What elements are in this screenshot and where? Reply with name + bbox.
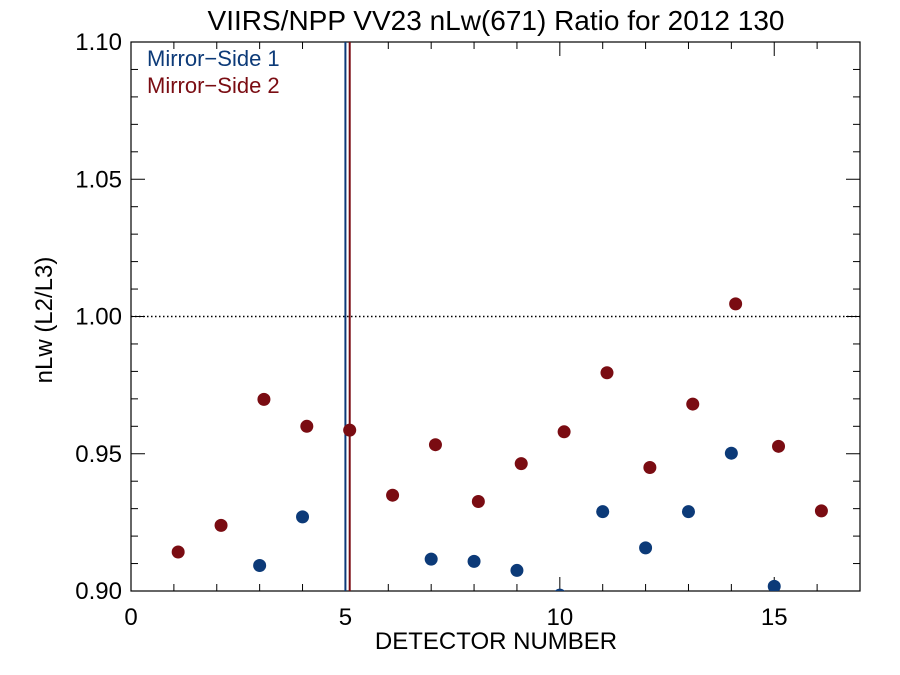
series-2-point (814, 504, 828, 518)
y-tick-label: 1.05 (75, 166, 122, 193)
y-tick-label: 0.95 (75, 441, 122, 468)
y-tick-label: 1.10 (75, 29, 122, 56)
series-2-point (214, 518, 228, 532)
x-tick-label: 10 (546, 604, 573, 631)
series-1-point (467, 554, 481, 568)
x-axis-label: DETECTOR NUMBER (375, 628, 617, 655)
series-2-point (300, 419, 314, 433)
legend-entry-2: Mirror−Side 2 (147, 73, 280, 98)
series-2-point (428, 438, 442, 452)
y-axis-label: nLw (L2/L3) (31, 257, 58, 384)
chart-title: VIIRS/NPP VV23 nLw(671) Ratio for 2012 1… (208, 5, 785, 36)
series-1-point (724, 446, 738, 460)
series-2-point (600, 366, 614, 380)
series-2-point (729, 297, 743, 311)
series-2-point (643, 460, 657, 474)
series-2-point (171, 545, 185, 559)
series-1-point (510, 563, 524, 577)
series-1-point (681, 505, 695, 519)
series-2-point (343, 423, 357, 437)
series-2-point (772, 439, 786, 453)
series-1-point (767, 579, 781, 591)
series-2-point (471, 495, 485, 509)
series-2-point (514, 457, 528, 471)
x-tick-label: 15 (761, 604, 788, 631)
y-tick-label: 0.90 (75, 578, 122, 605)
plot-area: 0 5 10 15 0.90 0.95 1.00 1.05 1.10 Mirror−Side 1M… (75, 29, 861, 631)
series-1-point (253, 558, 267, 572)
x-tick-label: 0 (124, 604, 137, 631)
y-tick-label: 1.00 (75, 304, 122, 331)
series-1-point (296, 510, 310, 524)
legend-entry-1: Mirror−Side 1 (147, 46, 280, 71)
series-1-point (424, 552, 438, 566)
series-1-point (639, 541, 653, 555)
series-2-point (386, 488, 400, 502)
series-2-point (686, 397, 700, 411)
series-2-point (257, 392, 271, 406)
series-2-point (557, 425, 571, 439)
series-1-point (554, 588, 565, 591)
series-1-point (596, 505, 610, 519)
x-tick-label: 5 (339, 604, 352, 631)
